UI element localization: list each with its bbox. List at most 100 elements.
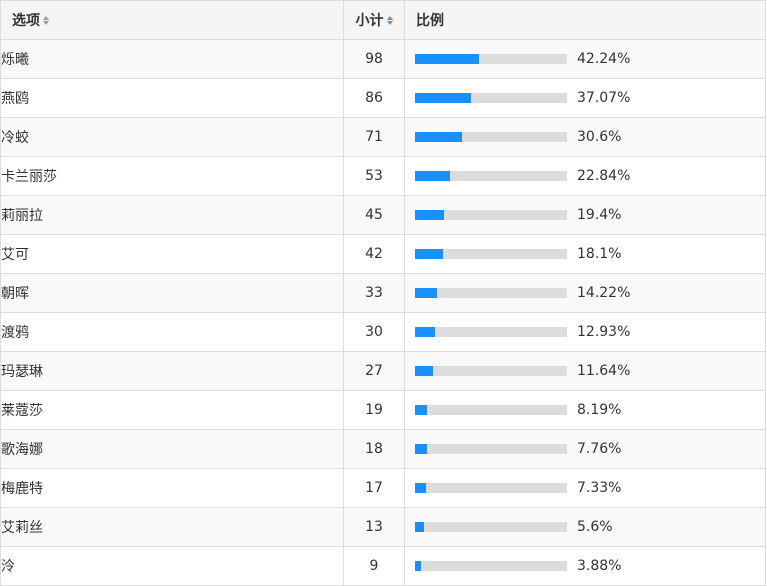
count-cell: 13 xyxy=(343,507,405,547)
progress-bar-track xyxy=(415,249,567,259)
count-column-header[interactable]: 小计 xyxy=(343,0,405,40)
progress-bar-track xyxy=(415,522,567,532)
progress-bar-track xyxy=(415,366,567,376)
count-cell: 42 xyxy=(343,234,405,274)
count-cell: 86 xyxy=(343,78,405,118)
count-cell: 17 xyxy=(343,468,405,508)
count-value: 9 xyxy=(369,558,379,574)
table-row: 莉丽拉 45 19.4% xyxy=(0,195,766,235)
count-cell: 71 xyxy=(343,117,405,157)
count-value: 13 xyxy=(365,519,383,535)
option-name: 冷蛟 xyxy=(1,130,29,146)
percent-value: 11.64% xyxy=(577,363,631,379)
option-cell: 冷蛟 xyxy=(0,117,344,157)
progress-bar-track xyxy=(415,93,567,103)
count-cell: 27 xyxy=(343,351,405,391)
option-column-header[interactable]: 选项 xyxy=(0,0,344,40)
option-name: 燕鸥 xyxy=(1,91,29,107)
option-name: 玛瑟琳 xyxy=(1,364,43,380)
count-value: 17 xyxy=(365,480,383,496)
option-name: 烁曦 xyxy=(1,52,29,68)
ratio-column-header: 比例 xyxy=(404,0,766,40)
table-row: 泠 9 3.88% xyxy=(0,546,766,586)
option-name: 梅鹿特 xyxy=(1,481,43,497)
progress-bar-track xyxy=(415,171,567,181)
count-value: 71 xyxy=(365,129,383,145)
progress-bar-track xyxy=(415,132,567,142)
option-cell: 梅鹿特 xyxy=(0,468,344,508)
percent-value: 30.6% xyxy=(577,129,622,145)
ratio-cell: 18.1% xyxy=(404,234,766,274)
progress-bar-fill xyxy=(415,54,480,64)
count-value: 33 xyxy=(365,285,383,301)
table-row: 梅鹿特 17 7.33% xyxy=(0,468,766,508)
percent-value: 7.33% xyxy=(577,480,622,496)
table-row: 歌海娜 18 7.76% xyxy=(0,429,766,469)
count-value: 19 xyxy=(365,402,383,418)
count-cell: 9 xyxy=(343,546,405,586)
sort-icon[interactable] xyxy=(43,15,49,25)
option-name: 卡兰丽莎 xyxy=(1,169,57,185)
count-value: 98 xyxy=(365,51,383,67)
option-cell: 歌海娜 xyxy=(0,429,344,469)
count-value: 53 xyxy=(365,168,383,184)
option-cell: 烁曦 xyxy=(0,39,344,79)
table-row: 冷蛟 71 30.6% xyxy=(0,117,766,157)
progress-bar-fill xyxy=(415,93,472,103)
progress-bar-fill xyxy=(415,249,443,259)
progress-bar-track xyxy=(415,288,567,298)
progress-bar-fill xyxy=(415,561,421,571)
ratio-cell: 7.76% xyxy=(404,429,766,469)
progress-bar-fill xyxy=(415,444,427,454)
ratio-cell: 12.93% xyxy=(404,312,766,352)
progress-bar-fill xyxy=(415,327,435,337)
option-cell: 卡兰丽莎 xyxy=(0,156,344,196)
progress-bar-track xyxy=(415,444,567,454)
percent-value: 22.84% xyxy=(577,168,631,184)
option-name: 艾莉丝 xyxy=(1,520,43,536)
option-cell: 玛瑟琳 xyxy=(0,351,344,391)
count-header-label: 小计 xyxy=(355,13,384,29)
option-name: 泠 xyxy=(1,559,15,575)
ratio-header-label: 比例 xyxy=(416,13,444,29)
count-cell: 30 xyxy=(343,312,405,352)
progress-bar-track xyxy=(415,561,567,571)
option-cell: 艾莉丝 xyxy=(0,507,344,547)
ratio-cell: 7.33% xyxy=(404,468,766,508)
progress-bar-track xyxy=(415,327,567,337)
percent-value: 18.1% xyxy=(577,246,622,262)
count-value: 86 xyxy=(365,90,383,106)
option-name: 渡鸦 xyxy=(1,325,29,341)
percent-value: 42.24% xyxy=(577,51,631,67)
table-row: 朝晖 33 14.22% xyxy=(0,273,766,313)
option-header-label: 选项 xyxy=(12,13,40,29)
progress-bar-fill xyxy=(415,210,445,220)
ratio-cell: 42.24% xyxy=(404,39,766,79)
percent-value: 7.76% xyxy=(577,441,622,457)
progress-bar-fill xyxy=(415,171,450,181)
percent-value: 37.07% xyxy=(577,90,631,106)
progress-bar-track xyxy=(415,405,567,415)
option-name: 莉丽拉 xyxy=(1,208,43,224)
count-cell: 19 xyxy=(343,390,405,430)
table-row: 卡兰丽莎 53 22.84% xyxy=(0,156,766,196)
ratio-cell: 5.6% xyxy=(404,507,766,547)
percent-value: 5.6% xyxy=(577,519,613,535)
count-value: 45 xyxy=(365,207,383,223)
ratio-cell: 11.64% xyxy=(404,351,766,391)
progress-bar-track xyxy=(415,210,567,220)
sort-active-icon[interactable] xyxy=(386,15,393,25)
percent-value: 14.22% xyxy=(577,285,631,301)
percent-value: 8.19% xyxy=(577,402,622,418)
table-row: 艾莉丝 13 5.6% xyxy=(0,507,766,547)
ratio-cell: 8.19% xyxy=(404,390,766,430)
option-cell: 艾可 xyxy=(0,234,344,274)
count-value: 42 xyxy=(365,246,383,262)
progress-bar-fill xyxy=(415,483,427,493)
table-row: 莱蔻莎 19 8.19% xyxy=(0,390,766,430)
percent-value: 12.93% xyxy=(577,324,631,340)
ratio-cell: 30.6% xyxy=(404,117,766,157)
option-cell: 泠 xyxy=(0,546,344,586)
option-name: 艾可 xyxy=(1,247,29,263)
count-cell: 18 xyxy=(343,429,405,469)
